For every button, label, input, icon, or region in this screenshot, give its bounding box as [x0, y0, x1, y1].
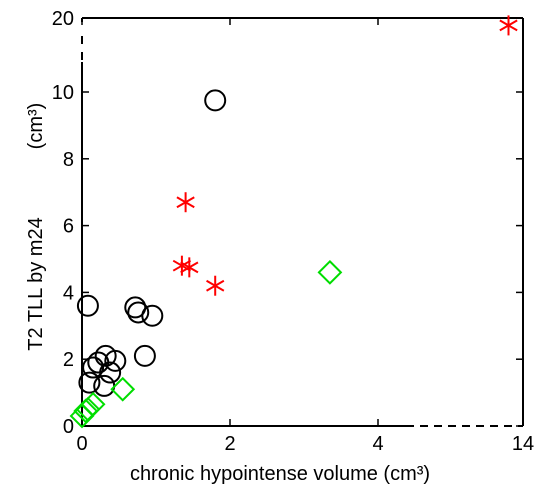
data-point-diamond: [75, 396, 101, 422]
data-point-circle: [104, 349, 127, 372]
data-point-diamond: [110, 376, 136, 402]
data-point-circle: [76, 294, 99, 317]
data-point-circle: [93, 374, 116, 397]
data-marks: [69, 15, 518, 429]
data-point-asterisk: [180, 257, 199, 278]
x-tick-label: 4: [372, 433, 383, 455]
x-axis-label: chronic hypointense volume (cm³): [130, 463, 430, 485]
axis-ticks: 0 2 4 14 0 2 4 6 8 10 20: [52, 8, 534, 455]
data-point-circle: [141, 304, 164, 327]
y-tick-label: 10: [52, 82, 74, 104]
y-axis-unit-label: (cm³): [25, 103, 47, 150]
y-axis-label: T2 TLL by m24: [25, 217, 47, 350]
data-point-circle: [127, 301, 150, 324]
data-point-circle: [82, 356, 105, 379]
data-point-circle: [78, 371, 101, 394]
data-point-circle: [204, 89, 227, 112]
data-point-diamond: [317, 259, 343, 285]
x-tick-label: 2: [224, 433, 235, 455]
plot-frame: [80, 17, 524, 427]
data-point-circle: [133, 344, 156, 367]
y-tick-label: 2: [63, 349, 74, 371]
data-point-diamond: [80, 391, 106, 417]
data-point-circle: [99, 361, 122, 384]
x-tick-label: 0: [76, 433, 87, 455]
x-tick-label: 14: [512, 433, 534, 455]
y-tick-label: 0: [63, 416, 74, 438]
y-tick-label: 20: [52, 8, 74, 30]
y-tick-label: 6: [63, 216, 74, 238]
y-tick-label: 8: [63, 149, 74, 171]
y-tick-label: 4: [63, 282, 74, 304]
data-point-asterisk: [206, 275, 225, 296]
data-point-asterisk: [499, 15, 518, 36]
data-point-asterisk: [176, 192, 195, 213]
